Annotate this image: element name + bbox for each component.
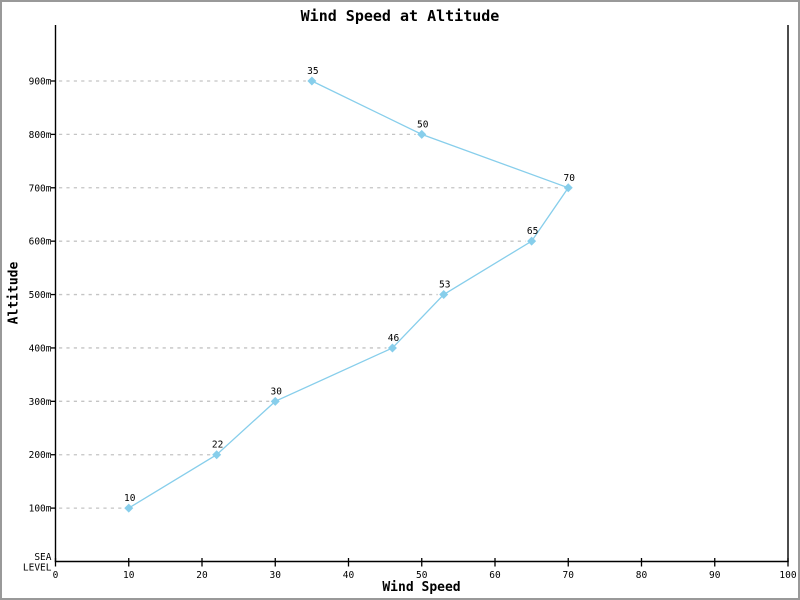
y-tick-label: SEA bbox=[34, 552, 51, 563]
x-tick-label: 50 bbox=[416, 570, 428, 581]
chart-title: Wind Speed at Altitude bbox=[300, 7, 500, 25]
x-tick-label: 70 bbox=[563, 570, 575, 581]
data-point-label: 65 bbox=[527, 226, 538, 237]
y-tick-label: 200m bbox=[29, 450, 52, 461]
y-tick-label: 900m bbox=[29, 77, 52, 88]
x-tick-label: 10 bbox=[123, 570, 135, 581]
data-point-label: 46 bbox=[388, 333, 400, 344]
data-point-marker bbox=[527, 236, 537, 246]
data-point-marker bbox=[124, 503, 134, 513]
data-point-marker bbox=[212, 450, 222, 460]
data-point-label: 53 bbox=[439, 280, 450, 291]
data-point-marker bbox=[307, 76, 317, 86]
x-tick-label: 80 bbox=[636, 570, 648, 581]
y-tick-label: 600m bbox=[29, 237, 52, 248]
data-point-marker bbox=[270, 396, 280, 406]
data-point-marker bbox=[387, 343, 397, 353]
y-tick-label: 100m bbox=[29, 504, 52, 515]
x-tick-label: 60 bbox=[489, 570, 501, 581]
data-point-label: 50 bbox=[417, 119, 429, 130]
data-point-label: 10 bbox=[124, 493, 136, 504]
data-point-label: 35 bbox=[307, 66, 318, 77]
y-tick-label: 800m bbox=[29, 130, 52, 141]
y-tick-label: 700m bbox=[29, 183, 52, 194]
y-tick-label: 300m bbox=[29, 397, 52, 408]
data-point-label: 30 bbox=[271, 386, 283, 397]
y-tick-label: 400m bbox=[29, 343, 52, 354]
data-point-marker bbox=[439, 290, 449, 300]
x-tick-label: 100 bbox=[779, 570, 796, 581]
x-tick-label: 0 bbox=[53, 570, 59, 581]
x-tick-label: 90 bbox=[709, 570, 721, 581]
x-tick-label: 20 bbox=[196, 570, 208, 581]
data-point-label: 70 bbox=[564, 173, 576, 184]
y-tick-label: LEVEL bbox=[23, 562, 52, 573]
data-point-label: 22 bbox=[212, 440, 223, 451]
x-tick-label: 40 bbox=[343, 570, 355, 581]
y-tick-label: 500m bbox=[29, 290, 52, 301]
x-tick-label: 30 bbox=[270, 570, 282, 581]
x-axis-title: Wind Speed bbox=[382, 580, 461, 595]
data-point-marker bbox=[563, 183, 573, 193]
data-point-marker bbox=[417, 129, 427, 139]
